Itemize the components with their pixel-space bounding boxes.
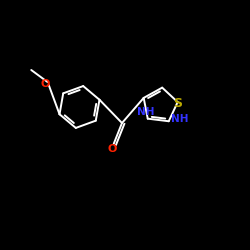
Text: S: S (173, 97, 182, 110)
Text: NH: NH (171, 114, 189, 124)
Text: NH: NH (137, 107, 154, 117)
Text: O: O (108, 144, 117, 154)
Text: O: O (40, 79, 50, 89)
